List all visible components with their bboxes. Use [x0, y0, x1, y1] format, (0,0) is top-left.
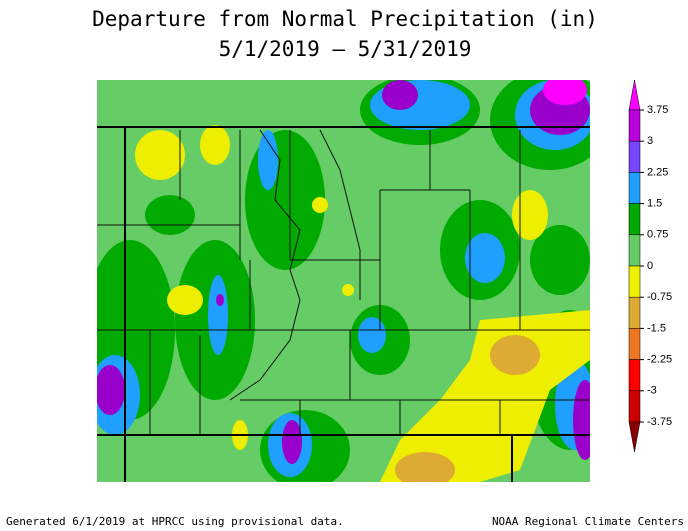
- footer-right: NOAA Regional Climate Centers: [492, 515, 684, 528]
- legend-arrow-bottom: [628, 421, 641, 453]
- legend-label: -1.5: [647, 322, 666, 334]
- legend-label: -0.75: [647, 291, 672, 303]
- legend-label: 3.75: [647, 104, 668, 116]
- footer-left: Generated 6/1/2019 at HPRCC using provis…: [6, 515, 344, 528]
- legend-label: 0.75: [647, 229, 668, 241]
- legend-label: -3: [647, 385, 657, 397]
- legend: 3.75 3 2.25 1.5 0.75 0 -0.75 -1.5 -2.25 -3 -3.75: [628, 79, 672, 453]
- title-line-1: Departure from Normal Precipitation (in): [92, 7, 598, 31]
- legend-swatch: [628, 328, 641, 360]
- legend-swatch: [628, 265, 641, 298]
- legend-swatch: [628, 296, 641, 329]
- legend-swatch: [628, 359, 641, 392]
- map: [97, 80, 590, 482]
- legend-swatch: [628, 140, 641, 173]
- precip-magenta: [543, 80, 587, 105]
- legend-label: 2.25: [647, 166, 668, 178]
- legend-swatch: [628, 203, 641, 236]
- legend-label: 0: [647, 260, 653, 272]
- title-line-2: 5/1/2019 – 5/31/2019: [219, 37, 472, 61]
- legend-swatch: [628, 172, 641, 204]
- legend-label: 1.5: [647, 198, 662, 210]
- legend-swatch: [628, 390, 641, 423]
- state-lines: [97, 126, 590, 482]
- legend-label: -3.75: [647, 416, 672, 428]
- precip-orange: [395, 335, 540, 482]
- legend-swatch: [628, 109, 641, 142]
- legend-swatch: [628, 234, 641, 267]
- legend-label: -2.25: [647, 354, 672, 366]
- legend-label: 3: [647, 135, 653, 147]
- county-lines: [97, 129, 590, 435]
